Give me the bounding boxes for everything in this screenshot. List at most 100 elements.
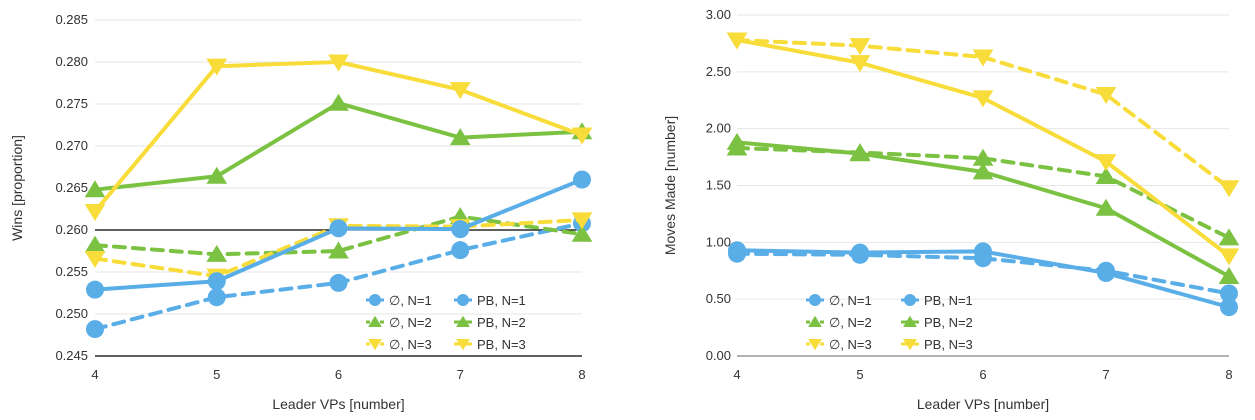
y-tick-label: 0.265 — [55, 180, 88, 195]
legend-marker — [808, 338, 822, 351]
data-point — [1095, 87, 1117, 105]
y-tick-label: 0.245 — [55, 348, 88, 363]
x-tick-label: 8 — [578, 367, 585, 382]
x-tick-label: 4 — [733, 367, 740, 382]
y-tick-label: 0.285 — [55, 12, 88, 27]
data-point — [84, 235, 106, 253]
legend-label: ∅, N=3 — [829, 337, 872, 352]
data-point — [328, 54, 349, 72]
y-tick-label: 0.255 — [55, 264, 88, 279]
data-point — [851, 243, 869, 262]
x-tick-label: 6 — [979, 367, 986, 382]
legend-label: ∅, N=3 — [389, 337, 432, 352]
data-point — [573, 170, 591, 189]
legend-label: ∅, N=2 — [829, 315, 872, 330]
data-point — [1097, 264, 1115, 283]
y-axis-title: Wins [proportion] — [9, 135, 25, 241]
data-point — [1095, 198, 1117, 216]
data-point — [449, 82, 471, 100]
data-point — [206, 58, 228, 76]
data-point — [728, 241, 746, 260]
legend-marker — [456, 338, 470, 351]
data-point — [849, 55, 871, 73]
data-point — [328, 93, 349, 111]
data-point — [972, 49, 994, 67]
legend-marker — [368, 315, 382, 328]
data-point — [849, 144, 871, 162]
y-tick-label: 0.270 — [55, 138, 88, 153]
y-tick-label: 1.50 — [706, 178, 731, 193]
data-point — [84, 251, 106, 269]
legend-label: PB, N=3 — [924, 337, 973, 352]
data-point — [449, 128, 471, 146]
data-point — [451, 220, 470, 239]
data-point — [1218, 180, 1240, 198]
data-point — [84, 203, 106, 221]
data-point — [972, 148, 994, 166]
data-point — [726, 32, 748, 50]
legend-marker — [456, 315, 470, 328]
data-point — [329, 219, 348, 238]
data-point — [571, 127, 593, 145]
legend-label: PB, N=3 — [477, 337, 526, 352]
data-point — [571, 212, 593, 230]
data-point — [451, 241, 470, 260]
legend-marker — [809, 294, 821, 306]
data-point — [1218, 266, 1240, 284]
data-point — [1220, 284, 1238, 303]
wins-chart: 0.245 0.250 0.255 0.260 0.265 0.270 0.275 0.280… — [9, 12, 593, 412]
legend-label: ∅, N=1 — [829, 293, 872, 308]
legend-label: ∅, N=1 — [389, 293, 432, 308]
data-point — [1218, 248, 1240, 266]
x-tick-label: 7 — [457, 367, 464, 382]
legend-label: PB, N=2 — [477, 315, 526, 330]
data-point — [1095, 166, 1117, 184]
x-tick-label: 7 — [1102, 367, 1109, 382]
x-tick-label: 5 — [213, 367, 220, 382]
y-tick-label: 2.00 — [706, 121, 731, 136]
data-point — [86, 320, 104, 339]
x-axis-title: Leader VPs [number] — [917, 396, 1049, 412]
y-tick-label: 0.275 — [55, 96, 88, 111]
data-point — [1220, 298, 1238, 317]
y-axis-title: Moves Made [number] — [662, 116, 678, 255]
x-tick-label: 8 — [1225, 367, 1232, 382]
data-point — [207, 272, 226, 291]
data-point — [972, 162, 994, 180]
y-tick-label: 1.00 — [706, 234, 731, 249]
legend-marker — [369, 294, 381, 306]
y-tick-label: 0.250 — [55, 306, 88, 321]
data-point — [1218, 228, 1240, 246]
data-point — [1095, 154, 1117, 172]
data-point — [726, 132, 748, 150]
data-point — [329, 273, 348, 292]
data-point — [974, 242, 992, 261]
y-tick-label: 0.00 — [706, 348, 731, 363]
y-tick-label: 2.50 — [706, 64, 731, 79]
y-tick-label: 0.260 — [55, 222, 88, 237]
data-point — [571, 224, 593, 242]
x-tick-label: 4 — [91, 367, 98, 382]
legend-label: PB, N=1 — [924, 293, 973, 308]
data-point — [86, 280, 104, 299]
data-point — [84, 180, 106, 198]
legend-marker — [903, 315, 917, 328]
y-tick-label: 3.00 — [706, 7, 731, 22]
moves-chart: 0.00 0.50 1.00 1.50 2.00 2.50 3.00 4 5 6 7 8 Leader … — [662, 7, 1240, 412]
series-line — [93, 214, 584, 257]
legend-marker — [903, 338, 917, 351]
x-tick-label: 5 — [856, 367, 863, 382]
data-point — [206, 166, 228, 184]
legend-marker — [368, 338, 382, 351]
y-tick-label: 0.50 — [706, 291, 731, 306]
data-point — [972, 90, 994, 108]
data-point — [207, 288, 226, 307]
data-point — [206, 244, 228, 262]
legend-marker — [457, 294, 469, 306]
legend-label: ∅, N=2 — [389, 315, 432, 330]
legend-label: PB, N=2 — [924, 315, 973, 330]
legend-marker — [808, 315, 822, 328]
data-point — [328, 241, 349, 259]
legend-label: PB, N=1 — [477, 293, 526, 308]
